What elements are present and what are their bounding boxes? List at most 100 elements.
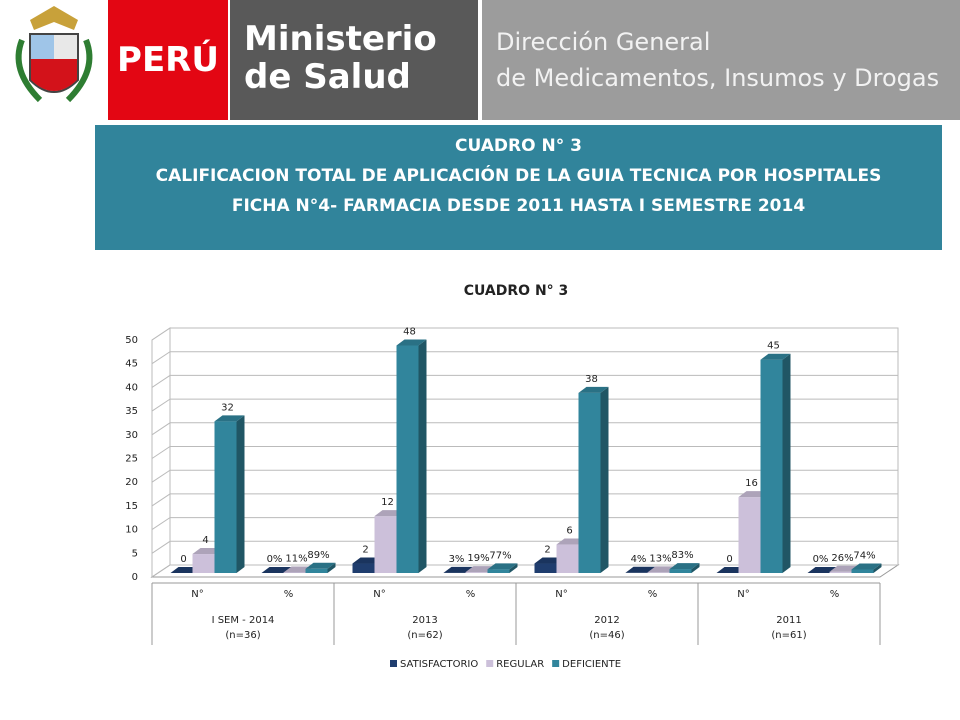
ministry-line: de Salud [244,57,411,97]
data-label: 0% [813,554,829,565]
group-sub-label: (n=46) [589,630,624,641]
bar-top [305,562,336,569]
bar [578,386,609,573]
data-label: 0 [726,554,732,565]
bar-top [487,563,518,570]
data-label: 12 [381,497,394,508]
bar [261,567,292,573]
data-label: 32 [221,402,234,413]
x-tick-label: N° [191,589,203,600]
group-label: I SEM - 2014 [212,615,275,626]
grid-line [151,327,898,341]
bar-side [236,415,245,573]
data-label: 26% [831,553,853,564]
bar-side [873,563,882,573]
group-label: 2013 [412,615,437,626]
bar-side [327,562,336,573]
bar-side [782,353,791,573]
bar-front [578,392,601,573]
bar [760,353,791,573]
bar-front [352,563,375,573]
bar [487,563,518,573]
direction-box: Dirección General de Medicamentos, Insum… [482,0,960,120]
banner: CUADRO N° 3 CALIFICACION TOTAL DE APLICA… [95,125,942,250]
data-label: 77% [489,550,511,561]
bar [214,415,245,573]
data-label: 48 [403,326,416,337]
grid-line [151,517,898,531]
data-label: 0 [180,554,186,565]
y-tick-label: 50 [125,335,138,346]
bar-front [669,569,692,573]
banner-line: CUADRO N° 3 [455,136,582,156]
y-tick-label: 30 [125,430,138,441]
y-tick-label: 25 [125,454,138,465]
data-label: 83% [671,550,693,561]
group-label: 2011 [776,615,801,626]
bar [396,339,427,573]
chart-title: CUADRO N° 3 [464,283,569,299]
bar-top [669,563,700,570]
y-tick-label: 45 [125,359,138,370]
y-tick-label: 5 [132,548,138,559]
grid-line [151,564,898,578]
data-label: 11% [285,553,307,564]
bar-side [509,563,518,573]
bar-front [214,421,237,573]
x-tick-label: % [284,589,294,600]
bar-front [829,571,852,573]
ministry-box: Ministerio de Salud [230,0,478,120]
group-sub-label: (n=36) [225,630,260,641]
legend-label: REGULAR [496,659,544,670]
bar-front [534,563,557,573]
data-label: 2 [544,545,550,556]
country-box: PERÚ [108,0,228,120]
direction-line: de Medicamentos, Insumos y Drogas [496,64,940,92]
country: PERÚ [117,40,219,80]
x-tick-label: % [466,589,476,600]
group-sub-label: (n=62) [407,630,442,641]
bar-top [214,415,245,422]
bar-side [600,386,609,573]
data-label: 13% [649,553,671,564]
direction-line: Dirección General [496,28,711,56]
legend-swatch [552,660,560,667]
data-label: 3% [449,554,465,565]
grid-line [151,493,898,507]
data-label: 45 [767,341,780,352]
banner-line: CALIFICACION TOTAL DE APLICACIÓN DE LA G… [155,166,882,186]
bar-front [192,554,215,573]
bar-side [691,563,700,573]
bar-top [851,563,882,570]
bar-top [396,339,427,346]
data-label: 74% [853,550,875,561]
bar-top [443,566,474,573]
y-tick-label: 15 [125,501,138,512]
bar-side [418,339,427,573]
x-tick-label: % [648,589,658,600]
y-tick-label: 40 [125,382,138,393]
y-tick-label: 0 [132,572,138,583]
data-label: 2 [362,545,368,556]
bar [851,563,882,573]
legend-label: DEFICIENTE [562,659,621,670]
data-label: 19% [467,553,489,564]
data-label: 4% [631,554,647,565]
banner-line: FICHA N°4- FARMACIA DESDE 2011 HASTA I S… [231,196,806,216]
data-label: 6 [566,526,572,537]
bar-top [578,386,609,393]
bar-top [760,353,791,360]
grid-line [151,540,898,554]
legend-swatch [486,660,494,667]
grid-line [151,422,898,436]
grid-line [151,374,898,388]
ministry-line: Ministerio [244,19,437,59]
bar-top [625,566,656,573]
bar-front [851,569,874,573]
data-label: 89% [307,550,329,561]
data-label: 4 [202,535,208,546]
bar-front [487,569,510,573]
group-sub-label: (n=61) [771,630,806,641]
